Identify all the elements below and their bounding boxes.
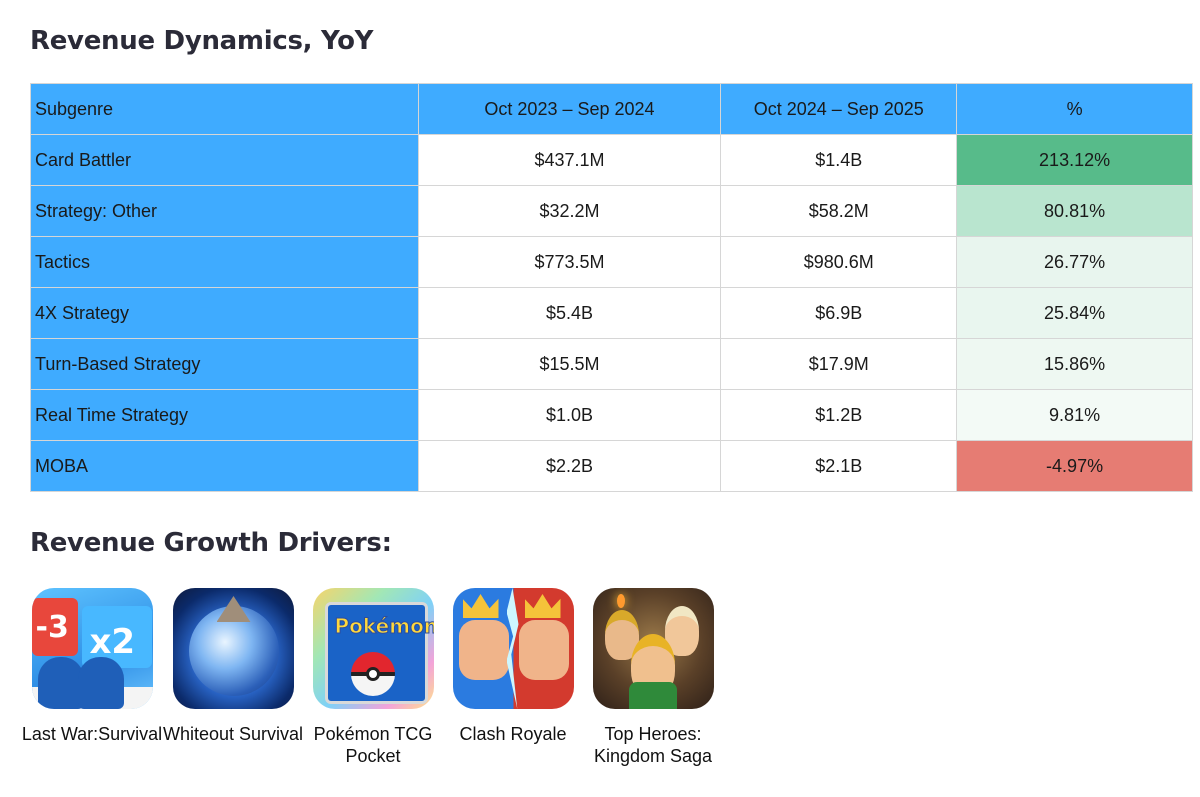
- app-name: Whiteout Survival: [162, 724, 304, 744]
- prev-revenue-cell: $773.5M: [417, 236, 722, 288]
- percent-change-cell: 80.81%: [956, 185, 1193, 237]
- drivers-title: Revenue Growth Drivers:: [30, 528, 392, 558]
- app-top-heroes: Top Heroes: Kingdom Saga: [592, 588, 714, 767]
- app-name: Last War:Survival: [21, 724, 163, 744]
- clash-royale-app-icon: [452, 588, 574, 709]
- curr-revenue-cell: $58.2M: [720, 185, 958, 237]
- table-row: MOBA $2.2B $2.1B -4.97%: [30, 440, 1193, 492]
- column-header-percent: %: [956, 83, 1193, 135]
- table-title: Revenue Dynamics, YoY: [30, 26, 374, 56]
- curr-revenue-cell: $980.6M: [720, 236, 958, 288]
- revenue-table: Subgenre Oct 2023 – Sep 2024 Oct 2024 – …: [30, 83, 1193, 492]
- curr-revenue-cell: $1.4B: [720, 134, 958, 186]
- percent-change-cell: 9.81%: [956, 389, 1193, 441]
- curr-revenue-cell: $1.2B: [720, 389, 958, 441]
- column-header-curr-period: Oct 2024 – Sep 2025: [720, 83, 958, 135]
- subgenre-cell: Real Time Strategy: [30, 389, 419, 441]
- percent-change-cell: 26.77%: [956, 236, 1193, 288]
- curr-revenue-cell: $17.9M: [720, 338, 958, 390]
- percent-change-cell: -4.97%: [956, 440, 1193, 492]
- whiteout-survival-app-icon: [172, 588, 294, 709]
- subgenre-cell: MOBA: [30, 440, 419, 492]
- table-row: Strategy: Other $32.2M $58.2M 80.81%: [30, 185, 1193, 237]
- percent-change-cell: 25.84%: [956, 287, 1193, 339]
- table-row: 4X Strategy $5.4B $6.9B 25.84%: [30, 287, 1193, 339]
- prev-revenue-cell: $2.2B: [417, 440, 722, 492]
- curr-revenue-cell: $6.9B: [720, 287, 958, 339]
- growth-drivers-list: -3 x2 Last War:Survival Whiteout Survival…: [22, 588, 732, 767]
- app-name: Pokémon TCG Pocket: [313, 724, 433, 766]
- column-header-prev-period: Oct 2023 – Sep 2024: [417, 83, 722, 135]
- last-war-survival-app-icon: -3 x2: [31, 588, 153, 709]
- app-whiteout-survival: Whiteout Survival: [163, 588, 303, 767]
- percent-change-cell: 15.86%: [956, 338, 1193, 390]
- pokemon-tcg-pocket-app-icon: Pokémon: [312, 588, 434, 709]
- subgenre-cell: Turn-Based Strategy: [30, 338, 419, 390]
- app-pokemon-tcg-pocket: Pokémon Pokémon TCG Pocket: [312, 588, 434, 767]
- curr-revenue-cell: $2.1B: [720, 440, 958, 492]
- top-heroes-app-icon: [592, 588, 714, 709]
- app-last-war: -3 x2 Last War:Survival: [22, 588, 162, 767]
- prev-revenue-cell: $15.5M: [417, 338, 722, 390]
- prev-revenue-cell: $5.4B: [417, 287, 722, 339]
- app-name: Top Heroes: Kingdom Saga: [593, 724, 713, 766]
- app-name: Clash Royale: [459, 724, 567, 744]
- subgenre-cell: 4X Strategy: [30, 287, 419, 339]
- percent-change-cell: 213.12%: [956, 134, 1193, 186]
- table-row: Tactics $773.5M $980.6M 26.77%: [30, 236, 1193, 288]
- table-header-row: Subgenre Oct 2023 – Sep 2024 Oct 2024 – …: [30, 83, 1193, 135]
- table-row: Turn-Based Strategy $15.5M $17.9M 15.86%: [30, 338, 1193, 390]
- prev-revenue-cell: $32.2M: [417, 185, 722, 237]
- subgenre-cell: Tactics: [30, 236, 419, 288]
- prev-revenue-cell: $1.0B: [417, 389, 722, 441]
- table-row: Real Time Strategy $1.0B $1.2B 9.81%: [30, 389, 1193, 441]
- app-clash-royale: Clash Royale: [452, 588, 574, 767]
- subgenre-cell: Strategy: Other: [30, 185, 419, 237]
- prev-revenue-cell: $437.1M: [417, 134, 722, 186]
- column-header-subgenre: Subgenre: [30, 83, 419, 135]
- subgenre-cell: Card Battler: [30, 134, 419, 186]
- table-row: Card Battler $437.1M $1.4B 213.12%: [30, 134, 1193, 186]
